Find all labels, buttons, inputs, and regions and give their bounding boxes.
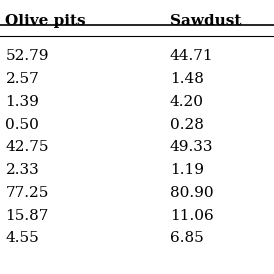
Text: 44.71: 44.71 (170, 49, 213, 63)
Text: 4.20: 4.20 (170, 95, 204, 109)
Text: 80.90: 80.90 (170, 186, 213, 200)
Text: 0.28: 0.28 (170, 118, 204, 132)
Text: 11.06: 11.06 (170, 209, 214, 222)
Text: 6.85: 6.85 (170, 231, 204, 245)
Text: Olive pits: Olive pits (5, 14, 86, 28)
Text: Sawdust: Sawdust (170, 14, 241, 28)
Text: 2.57: 2.57 (5, 72, 39, 86)
Text: 42.75: 42.75 (5, 140, 49, 154)
Text: 0.50: 0.50 (5, 118, 39, 132)
Text: 1.39: 1.39 (5, 95, 39, 109)
Text: 1.48: 1.48 (170, 72, 204, 86)
Text: 52.79: 52.79 (5, 49, 49, 63)
Text: 77.25: 77.25 (5, 186, 49, 200)
Text: 49.33: 49.33 (170, 140, 213, 154)
Text: 2.33: 2.33 (5, 163, 39, 177)
Text: 4.55: 4.55 (5, 231, 39, 245)
Text: 15.87: 15.87 (5, 209, 49, 222)
Text: 1.19: 1.19 (170, 163, 204, 177)
